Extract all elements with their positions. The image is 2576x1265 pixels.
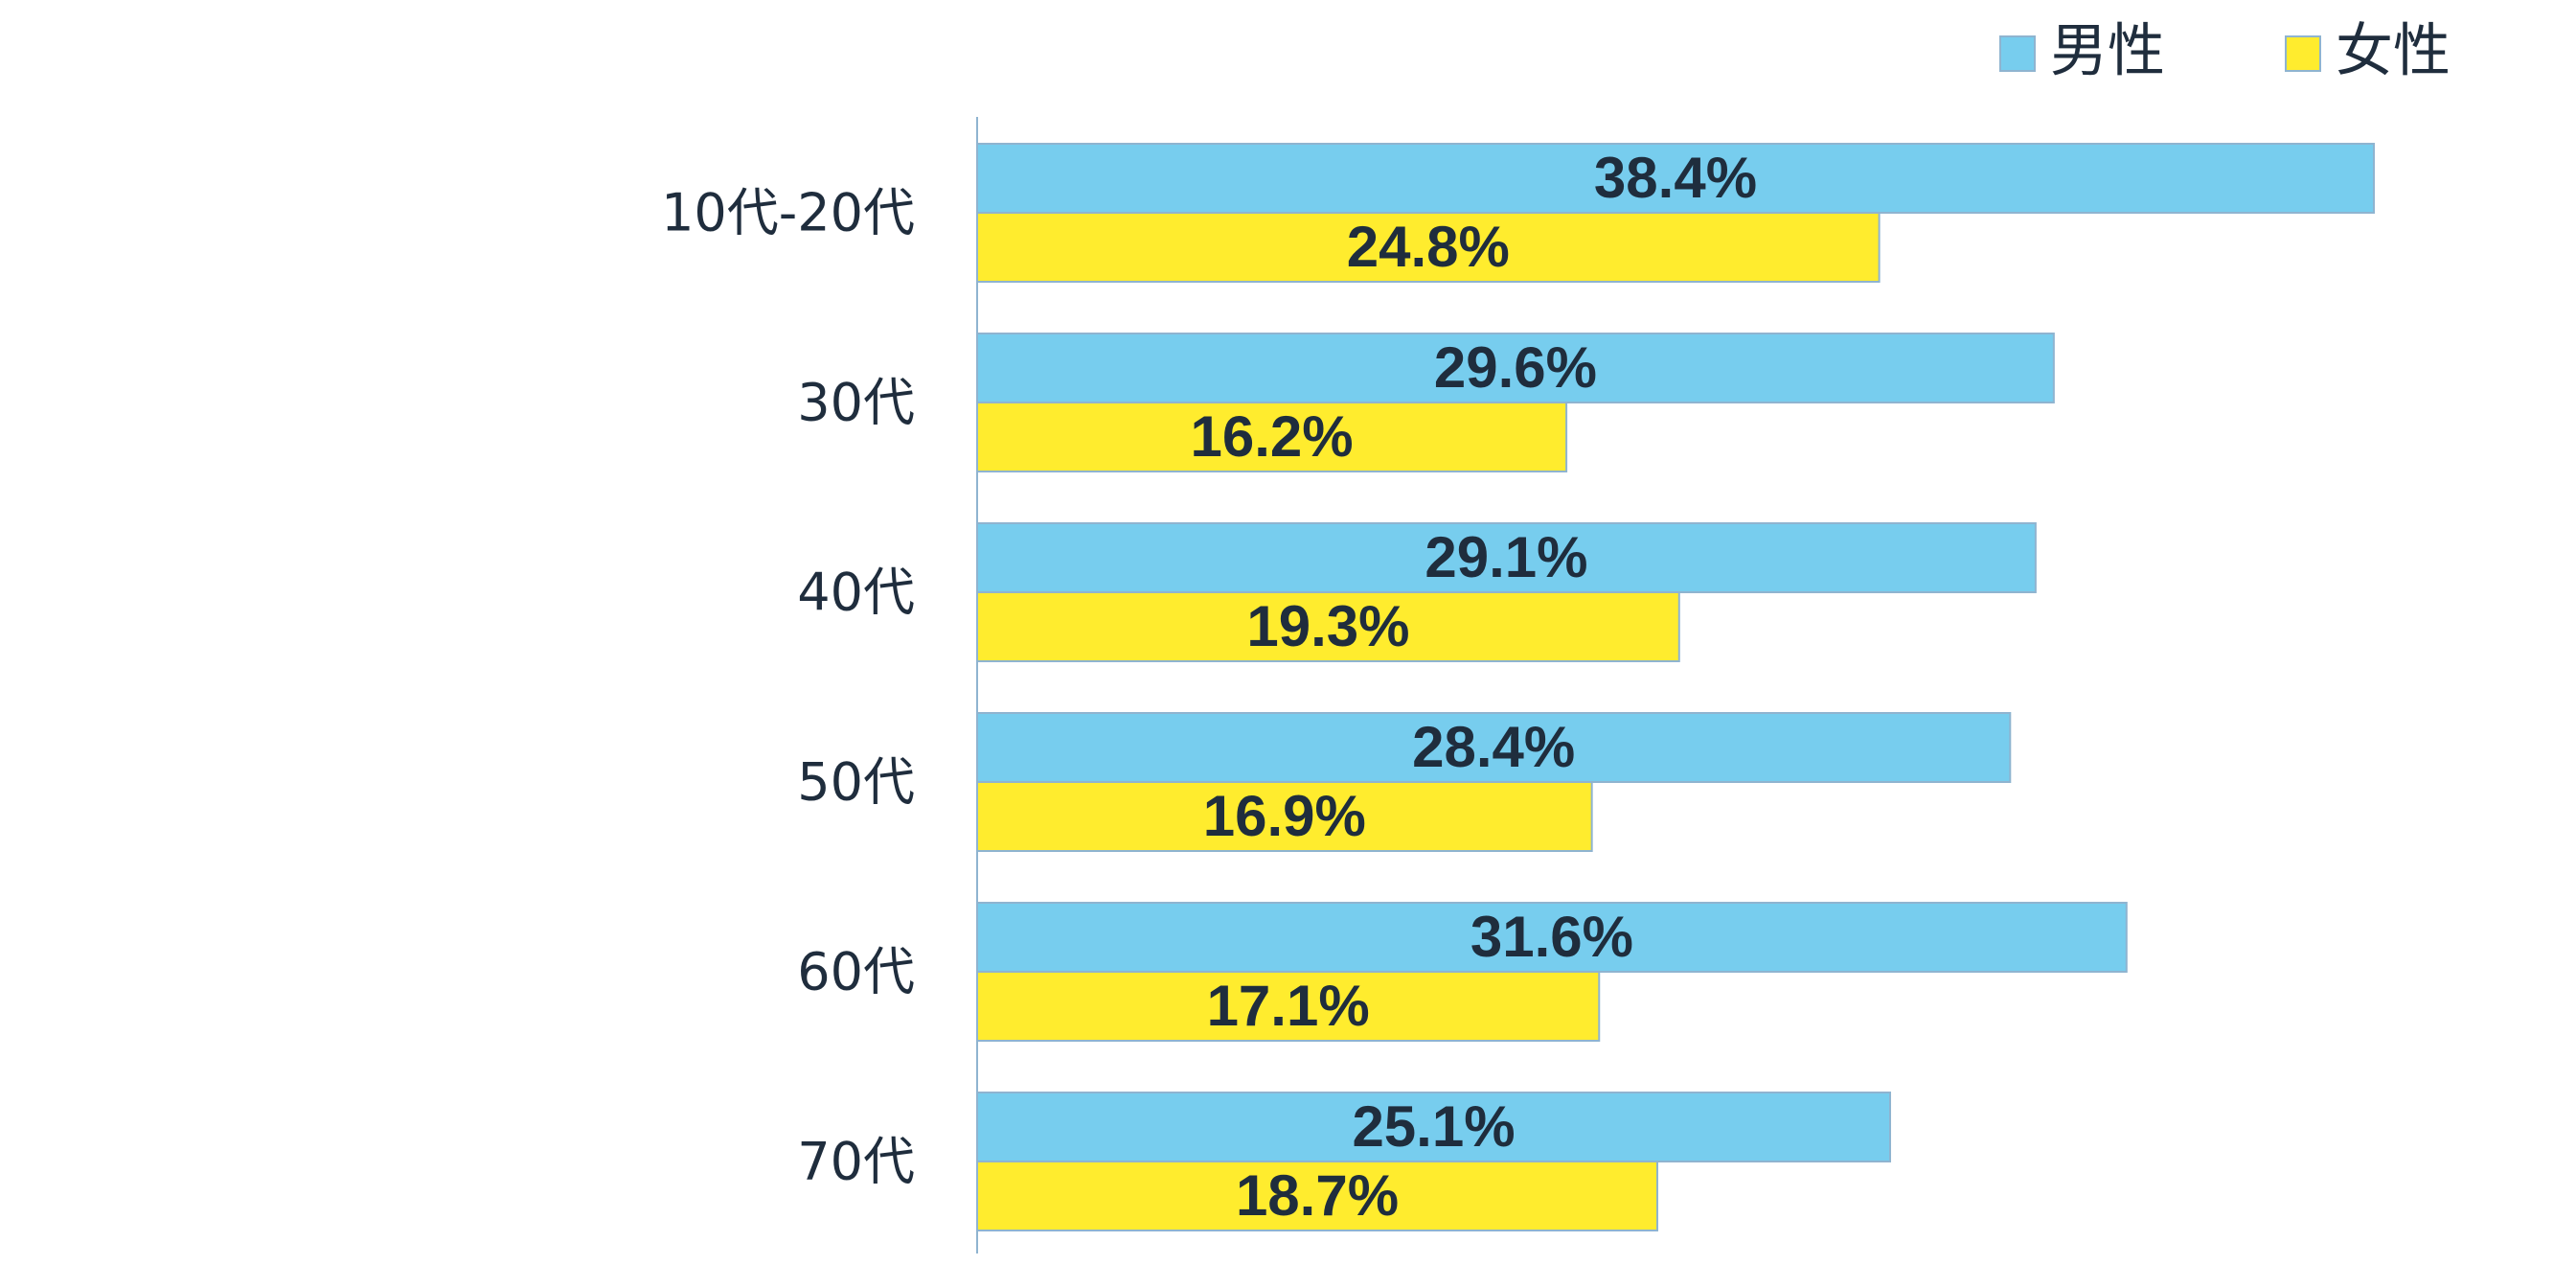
category-label: 10代-20代 bbox=[661, 183, 915, 243]
bar bbox=[976, 402, 1568, 472]
data-label: 19.3% bbox=[1246, 594, 1409, 658]
data-label: 24.8% bbox=[1347, 215, 1510, 279]
data-labels: 38.4% 24.8% 29.6% 16.2% 29.1%19.3%28.4% 16.9%… bbox=[1190, 146, 1757, 1228]
legend-swatch bbox=[1999, 35, 2036, 72]
category-label: 50代 bbox=[797, 752, 915, 813]
legend-swatch bbox=[2285, 35, 2321, 72]
category-label: 60代 bbox=[797, 942, 915, 1002]
bar bbox=[976, 333, 2055, 403]
bar bbox=[976, 1161, 1659, 1231]
data-label: 29.1% bbox=[1425, 525, 1587, 589]
legend-label: 女性 bbox=[2336, 18, 2451, 85]
category-label: 70代 bbox=[797, 1132, 915, 1192]
data-label: 38.4% bbox=[1594, 146, 1757, 210]
bar bbox=[976, 1092, 1892, 1162]
data-label: 31.6% bbox=[1470, 905, 1633, 969]
category-label: 40代 bbox=[797, 563, 915, 623]
legend-label: 男性 bbox=[2050, 18, 2165, 85]
data-label: 29.6% bbox=[1434, 335, 1597, 400]
category-labels: 10代-20代 30代 40代 50代 60代 70代 bbox=[661, 183, 915, 1192]
bar bbox=[976, 143, 2375, 214]
data-label: 25.1% bbox=[1352, 1094, 1515, 1159]
data-label: 17.1% bbox=[1207, 974, 1370, 1038]
data-label: 28.4% bbox=[1412, 715, 1575, 779]
legend: 男性 女性 bbox=[1999, 18, 2451, 85]
data-label: 16.2% bbox=[1190, 404, 1353, 469]
bar bbox=[976, 971, 1601, 1042]
category-label: 30代 bbox=[797, 373, 915, 433]
data-label: 18.7% bbox=[1236, 1163, 1399, 1228]
bar bbox=[976, 212, 1881, 283]
data-label: 16.9% bbox=[1203, 784, 1366, 848]
bars bbox=[976, 143, 2375, 1231]
